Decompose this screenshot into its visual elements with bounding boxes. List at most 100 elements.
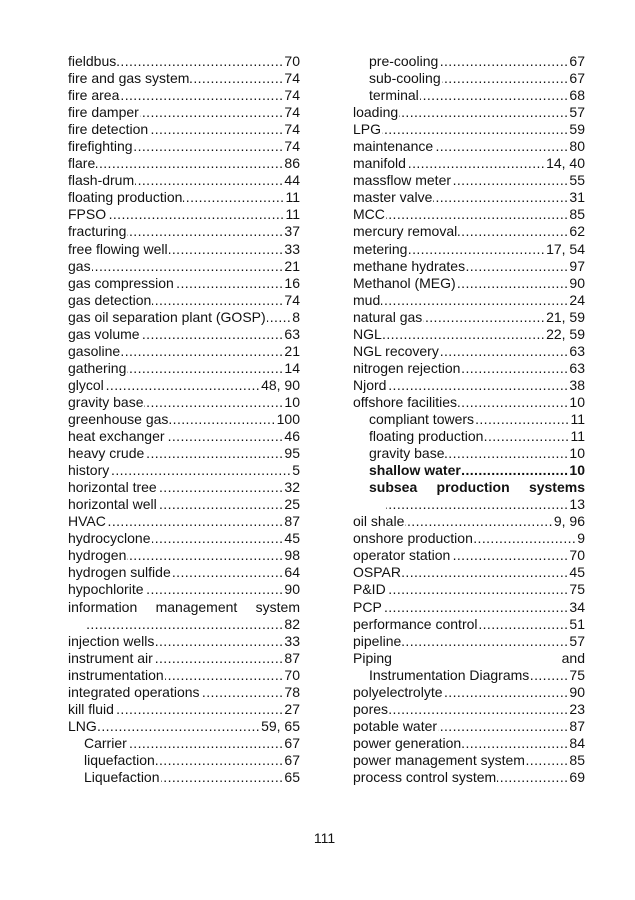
index-entry-term: performance control: [353, 615, 478, 632]
index-entry: glycol 48, 90: [68, 377, 300, 394]
index-entry: fieldbus 70: [68, 53, 300, 70]
index-entry: gravity base 10: [68, 394, 300, 411]
index-entry-term: operator station: [353, 547, 451, 564]
dot-leader: [383, 326, 545, 343]
dot-leader: [420, 87, 569, 104]
index-entry: Carrier 67: [68, 735, 300, 752]
index-entry: horizontal well 25: [68, 496, 300, 513]
index-entry: integrated operations 78: [68, 684, 300, 701]
index-entry-page: 17, 54: [546, 240, 585, 257]
index-entry-page: 51: [569, 615, 585, 632]
index-entry-term: hypochlorite: [68, 581, 144, 598]
dot-leader: [127, 360, 283, 377]
index-entry-page: 63: [569, 359, 585, 376]
index-entry-term: onshore production: [353, 530, 473, 547]
dot-leader: [156, 752, 284, 769]
index-entry: power management system 85: [353, 752, 585, 769]
dot-leader: [117, 53, 283, 70]
index-entry-term: mercury removal: [353, 223, 458, 240]
index-entry-term: floating production: [68, 189, 183, 206]
index-entry-page: 46: [284, 428, 300, 445]
dot-leader: [408, 241, 545, 258]
index-entry-term: manifold: [353, 155, 406, 172]
index-entry-term: maintenance: [353, 138, 434, 155]
dot-leader: [444, 684, 569, 701]
dot-leader: [115, 701, 284, 718]
index-entry: hydrogen sulfide 64: [68, 564, 300, 581]
dot-leader: [158, 479, 284, 496]
index-entry-term: nitrogen rejection: [353, 359, 461, 376]
index-entry-page: 21, 59: [546, 308, 585, 325]
index-entry: Njord 38: [353, 377, 585, 394]
index-entry-term: history: [68, 462, 110, 479]
dot-leader: [152, 530, 284, 547]
index-entry-term: information management system: [68, 599, 300, 616]
dot-leader: [461, 360, 568, 377]
dot-leader: [438, 718, 568, 735]
index-entry-page: 95: [284, 445, 300, 462]
index-entry-term: flash-drum: [68, 172, 135, 189]
dot-leader: [423, 309, 545, 326]
index-entry: power generation 84: [353, 735, 585, 752]
dot-leader: [140, 104, 284, 121]
index-entry-page: 11: [570, 410, 585, 427]
dot-leader: [107, 513, 284, 530]
index-entry-term: sub-cooling: [369, 70, 441, 87]
index-entry-term: fracturing: [68, 223, 127, 240]
index-entry: shallow water 10: [353, 462, 585, 479]
index-entry-term: PCP: [353, 598, 382, 615]
index-entry: HVAC 87: [68, 513, 300, 530]
index-entry: 82: [68, 616, 300, 633]
index-entry-term: process control system: [353, 768, 497, 785]
index-entry-page: 68: [569, 87, 585, 104]
dot-leader: [127, 547, 283, 564]
index-entry-term: gasoline: [68, 342, 121, 359]
index-entry-term: metering: [353, 240, 408, 257]
index-entry-term: HVAC: [68, 513, 106, 530]
index-entry: history 5: [68, 462, 300, 479]
index-entry-term: firefighting: [68, 138, 133, 155]
index-entry-page: 82: [284, 615, 300, 632]
index-entry: pipeline 57: [353, 633, 585, 650]
index-entry: metering 17, 54: [353, 241, 585, 258]
index-entry-page: 78: [284, 683, 300, 700]
index-entry-term: pipeline: [353, 632, 402, 649]
dot-leader: [445, 445, 568, 462]
index-entry: MCC 85: [353, 206, 585, 223]
index-entry-page: 48, 90: [261, 376, 300, 393]
index-entry-page: 85: [569, 751, 585, 768]
index-entry-page: 57: [569, 632, 585, 649]
index-entry-term: glycol: [68, 376, 104, 393]
dot-leader: [407, 155, 545, 172]
index-entry-term: flare: [68, 155, 96, 172]
page-number: 111: [313, 830, 336, 846]
dot-leader: [85, 616, 283, 633]
index-entry-term: integrated operations: [68, 683, 200, 700]
dot-leader: [451, 547, 568, 564]
index-entry-term: power generation: [353, 734, 462, 751]
index-entry: free flowing well 33: [68, 241, 300, 258]
index-entry-page: 100: [276, 410, 300, 427]
index-entry: injection wells 33: [68, 633, 300, 650]
index-entry-page: 87: [284, 513, 300, 530]
index-entry: mercury removal 62: [353, 223, 585, 240]
index-entry: gathering 14: [68, 360, 300, 377]
index-entry-page: 25: [284, 496, 300, 513]
index-entry: LNG 59, 65: [68, 718, 300, 735]
dot-leader: [145, 445, 283, 462]
dot-leader: [158, 496, 284, 513]
index-entry-term: free flowing well: [68, 240, 168, 257]
index-entry-term: NGL recovery: [353, 342, 439, 359]
index-entry-term: LPG: [353, 121, 382, 138]
index-entry: Methanol (MEG) 90: [353, 275, 585, 292]
index-entry-page: 74: [284, 291, 300, 308]
dot-leader: [201, 684, 284, 701]
index-entry-term: hydrogen sulfide: [68, 564, 171, 581]
dot-leader: [405, 513, 552, 530]
index-entry-term: subsea production systems: [353, 479, 585, 496]
index-entry: fracturing 37: [68, 223, 300, 240]
index-entry: flare 86: [68, 155, 300, 172]
index-entry: fire and gas system 74: [68, 70, 300, 87]
dot-leader: [484, 428, 569, 445]
dot-leader: [128, 735, 284, 752]
